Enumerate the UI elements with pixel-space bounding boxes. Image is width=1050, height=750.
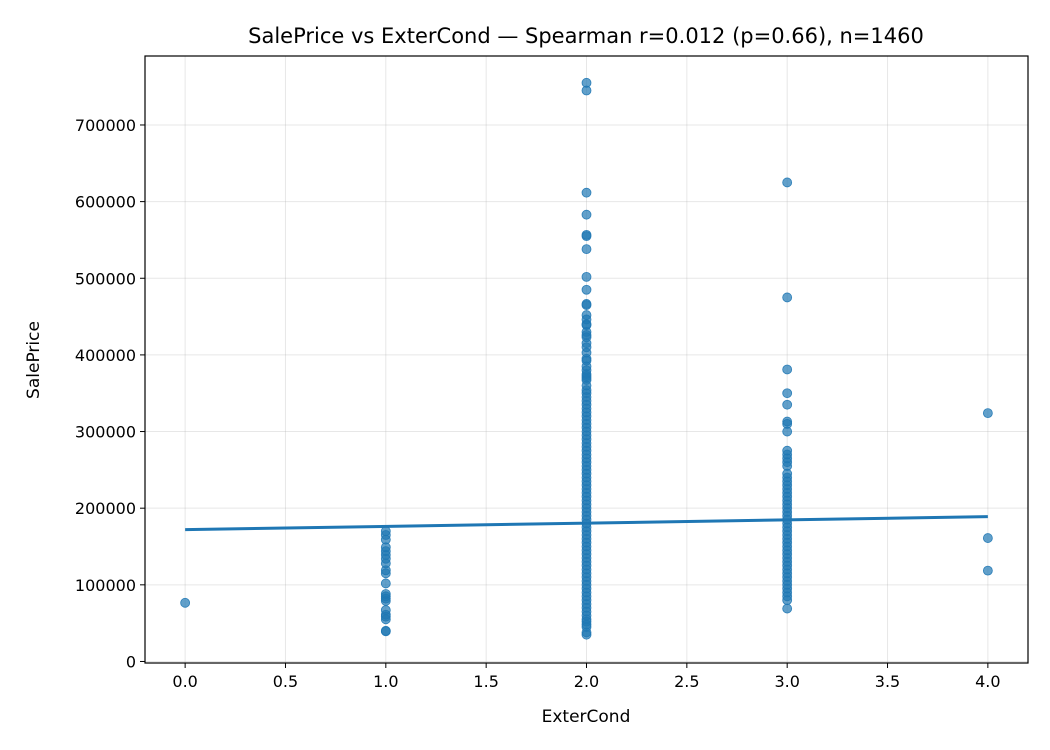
data-point: [380, 589, 391, 599]
x-tick-label: 0.0: [172, 672, 197, 691]
data-point: [581, 300, 592, 310]
x-tick-label: 0.5: [273, 672, 298, 691]
y-tick-label: 300000: [75, 423, 136, 442]
data-point: [782, 595, 793, 606]
x-tick-label: 1.5: [473, 672, 498, 691]
data-point: [782, 426, 793, 437]
data-point: [581, 85, 592, 96]
y-tick-label: 0: [126, 652, 136, 671]
y-tick-label: 700000: [75, 116, 136, 135]
data-point: [581, 244, 592, 255]
x-axis-ticks: 0.0 0.5 1.0 1.5 2.0 2.5 3.0 3.5 4.0: [172, 663, 1001, 691]
x-tick-label: 4.0: [975, 672, 1000, 691]
data-point: [380, 526, 391, 537]
y-tick-label: 500000: [75, 269, 136, 288]
data-point: [380, 605, 391, 616]
x-tick-label: 2.0: [574, 672, 599, 691]
data-points: [180, 77, 993, 640]
data-point: [581, 271, 592, 282]
y-tick-label: 600000: [75, 193, 136, 212]
data-point: [380, 578, 391, 589]
x-tick-label: 1.0: [373, 672, 398, 691]
data-point: [782, 364, 793, 375]
data-point: [782, 292, 793, 303]
chart-title: SalePrice vs ExterCond — Spearman r=0.01…: [248, 24, 924, 48]
data-point: [581, 209, 592, 220]
y-tick-label: 200000: [75, 499, 136, 518]
y-axis-title: SalePrice: [24, 321, 44, 399]
data-point: [982, 533, 993, 543]
data-point: [180, 597, 191, 608]
y-tick-label: 100000: [75, 576, 136, 595]
data-point: [782, 388, 793, 399]
data-point: [982, 408, 993, 419]
data-point: [782, 399, 793, 410]
x-axis-title: ExterCond: [542, 707, 631, 727]
data-point: [581, 187, 592, 198]
data-point: [380, 625, 391, 636]
y-axis-ticks: 0 100000 200000 300000 400000 500000 600000 700…: [75, 116, 145, 671]
x-tick-label: 2.5: [674, 672, 699, 691]
data-point: [782, 177, 793, 188]
x-tick-label: 3.0: [774, 672, 799, 691]
data-point: [782, 603, 793, 614]
data-point: [982, 565, 993, 576]
data-point: [581, 231, 592, 242]
y-tick-label: 400000: [75, 346, 136, 365]
data-point: [581, 622, 592, 632]
x-tick-label: 3.5: [875, 672, 900, 691]
data-point: [581, 284, 592, 295]
